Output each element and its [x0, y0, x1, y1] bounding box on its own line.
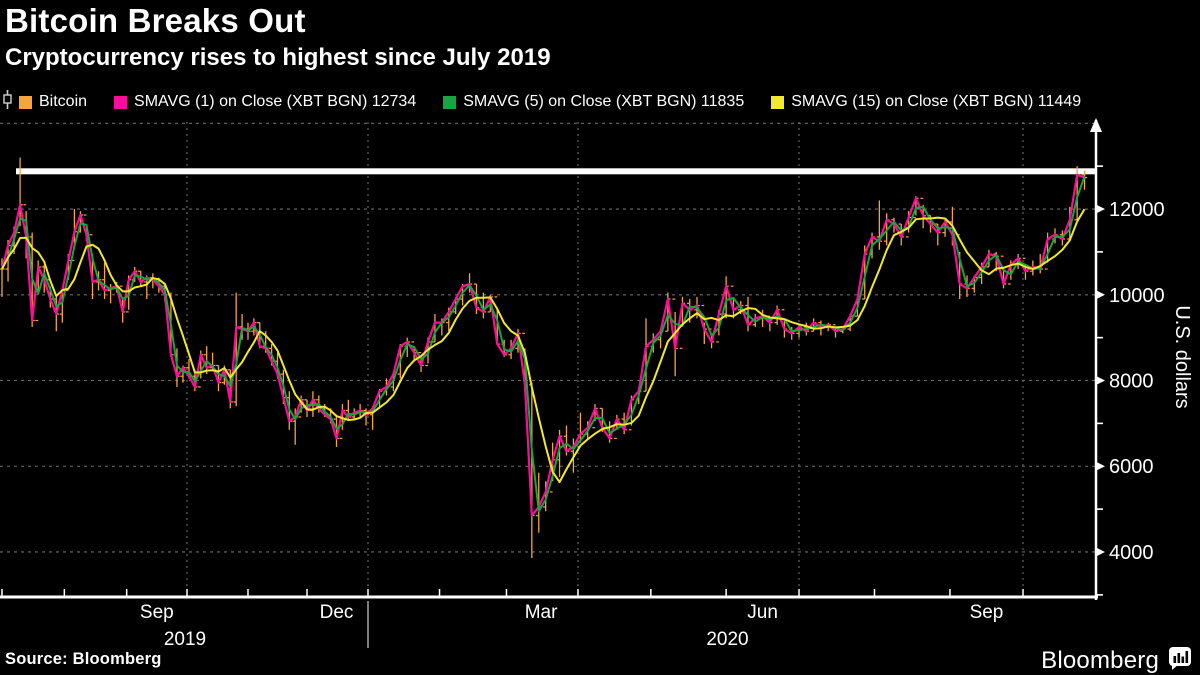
- legend-item-bitcoin: Bitcoin: [3, 90, 87, 114]
- legend-swatch-smavg15: [771, 95, 785, 109]
- price-chart: 12000 10000 8000 6000 4000 U.S. dollars Sep Dec…: [0, 118, 1193, 650]
- legend-swatch-smavg1: [114, 95, 128, 109]
- svg-text:U.S. dollars: U.S. dollars: [1171, 305, 1193, 408]
- legend-label-bitcoin: Bitcoin: [39, 93, 88, 110]
- svg-text:Sep: Sep: [140, 602, 174, 623]
- svg-text:2020: 2020: [706, 629, 748, 650]
- svg-text:6000: 6000: [1109, 456, 1154, 478]
- svg-text:Dec: Dec: [320, 602, 354, 623]
- bloomberg-logo: Bloomberg: [1041, 645, 1193, 675]
- bloomberg-terminal-icon: [1168, 645, 1193, 675]
- svg-text:Sep: Sep: [970, 602, 1004, 623]
- legend-label-smavg5: SMAVG (5) on Close (XBT BGN) 11835: [463, 93, 745, 110]
- svg-text:Jun: Jun: [747, 602, 778, 623]
- chart-subtitle: Cryptocurrency rises to highest since Ju…: [5, 44, 551, 71]
- legend-item-smavg5: SMAVG (5) on Close (XBT BGN) 11835: [443, 93, 744, 111]
- candlestick-glyph-icon: [3, 90, 13, 114]
- legend-item-smavg1: SMAVG (1) on Close (XBT BGN) 12734: [114, 93, 416, 111]
- source-label: Source: Bloomberg: [5, 650, 162, 668]
- svg-text:12000: 12000: [1109, 199, 1165, 221]
- svg-text:4000: 4000: [1109, 542, 1154, 564]
- bloomberg-wordmark: Bloomberg: [1041, 647, 1159, 674]
- svg-text:Mar: Mar: [525, 602, 558, 623]
- page-title: Bitcoin Breaks Out: [5, 2, 306, 39]
- legend-label-smavg15: SMAVG (15) on Close (XBT BGN) 11449: [791, 93, 1082, 110]
- chart-legend: Bitcoin SMAVG (1) on Close (XBT BGN) 127…: [3, 90, 1081, 114]
- svg-text:10000: 10000: [1109, 285, 1165, 307]
- svg-text:2019: 2019: [164, 629, 206, 650]
- legend-swatch-bitcoin: [19, 95, 32, 109]
- legend-swatch-smavg5: [443, 95, 457, 109]
- svg-text:8000: 8000: [1109, 371, 1154, 393]
- legend-item-smavg15: SMAVG (15) on Close (XBT BGN) 11449: [771, 93, 1081, 111]
- legend-label-smavg1: SMAVG (1) on Close (XBT BGN) 12734: [134, 93, 417, 110]
